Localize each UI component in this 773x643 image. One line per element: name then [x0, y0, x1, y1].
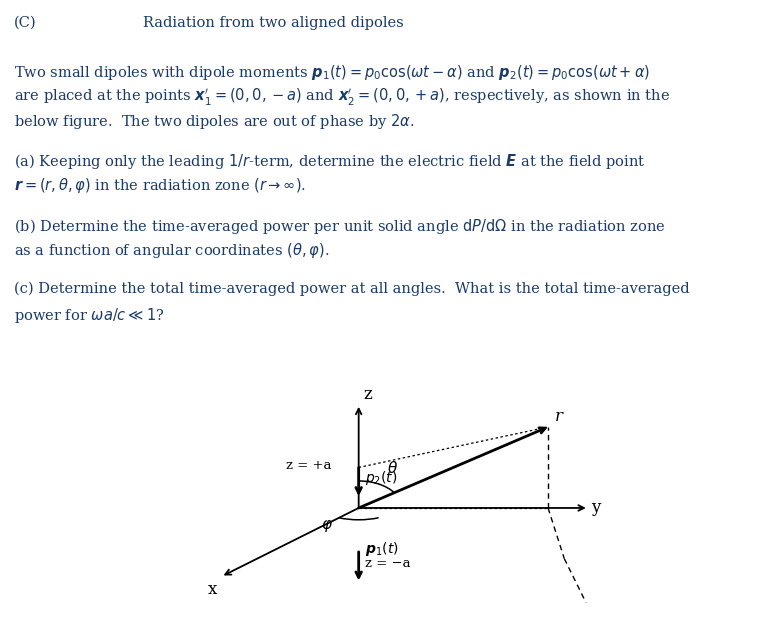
Text: (b) Determine the time-averaged power per unit solid angle $\mathrm{d}P/\mathrm{: (b) Determine the time-averaged power pe…: [14, 217, 666, 235]
Text: z = −a: z = −a: [365, 557, 410, 570]
Text: below figure.  The two dipoles are out of phase by $2\alpha$.: below figure. The two dipoles are out of…: [14, 112, 414, 131]
Text: Radiation from two aligned dipoles: Radiation from two aligned dipoles: [143, 16, 404, 30]
Text: $\theta$: $\theta$: [386, 460, 398, 476]
Text: x: x: [208, 581, 217, 597]
Text: as a function of angular coordinates $(\theta, \varphi)$.: as a function of angular coordinates $(\…: [14, 241, 329, 260]
Text: (C): (C): [14, 16, 36, 30]
Text: $\boldsymbol{r} = (r, \theta, \varphi)$ in the radiation zone $(r \rightarrow \i: $\boldsymbol{r} = (r, \theta, \varphi)$ …: [14, 176, 306, 195]
Text: r: r: [554, 408, 563, 425]
Text: are placed at the points $\boldsymbol{x}_1' = (0, 0, -a)$ and $\boldsymbol{x}_2': are placed at the points $\boldsymbol{x}…: [14, 87, 670, 108]
Text: z: z: [363, 386, 372, 403]
Text: (c) Determine the total time-averaged power at all angles.  What is the total ti: (c) Determine the total time-averaged po…: [14, 282, 690, 296]
Text: y: y: [591, 500, 601, 516]
Text: z = +a: z = +a: [286, 459, 331, 472]
Text: $\varphi$: $\varphi$: [321, 518, 332, 534]
Text: power for $\omega a/c \ll 1$?: power for $\omega a/c \ll 1$?: [14, 305, 165, 325]
Text: $p_2(t)$: $p_2(t)$: [365, 469, 397, 487]
Text: $\boldsymbol{p}_1(t)$: $\boldsymbol{p}_1(t)$: [365, 540, 399, 558]
Text: (a) Keeping only the leading $1/r$-term, determine the electric field $\boldsymb: (a) Keeping only the leading $1/r$-term,…: [14, 152, 645, 171]
Text: Two small dipoles with dipole moments $\boldsymbol{p}_1(t) = p_0\cos(\omega t - : Two small dipoles with dipole moments $\…: [14, 63, 650, 82]
